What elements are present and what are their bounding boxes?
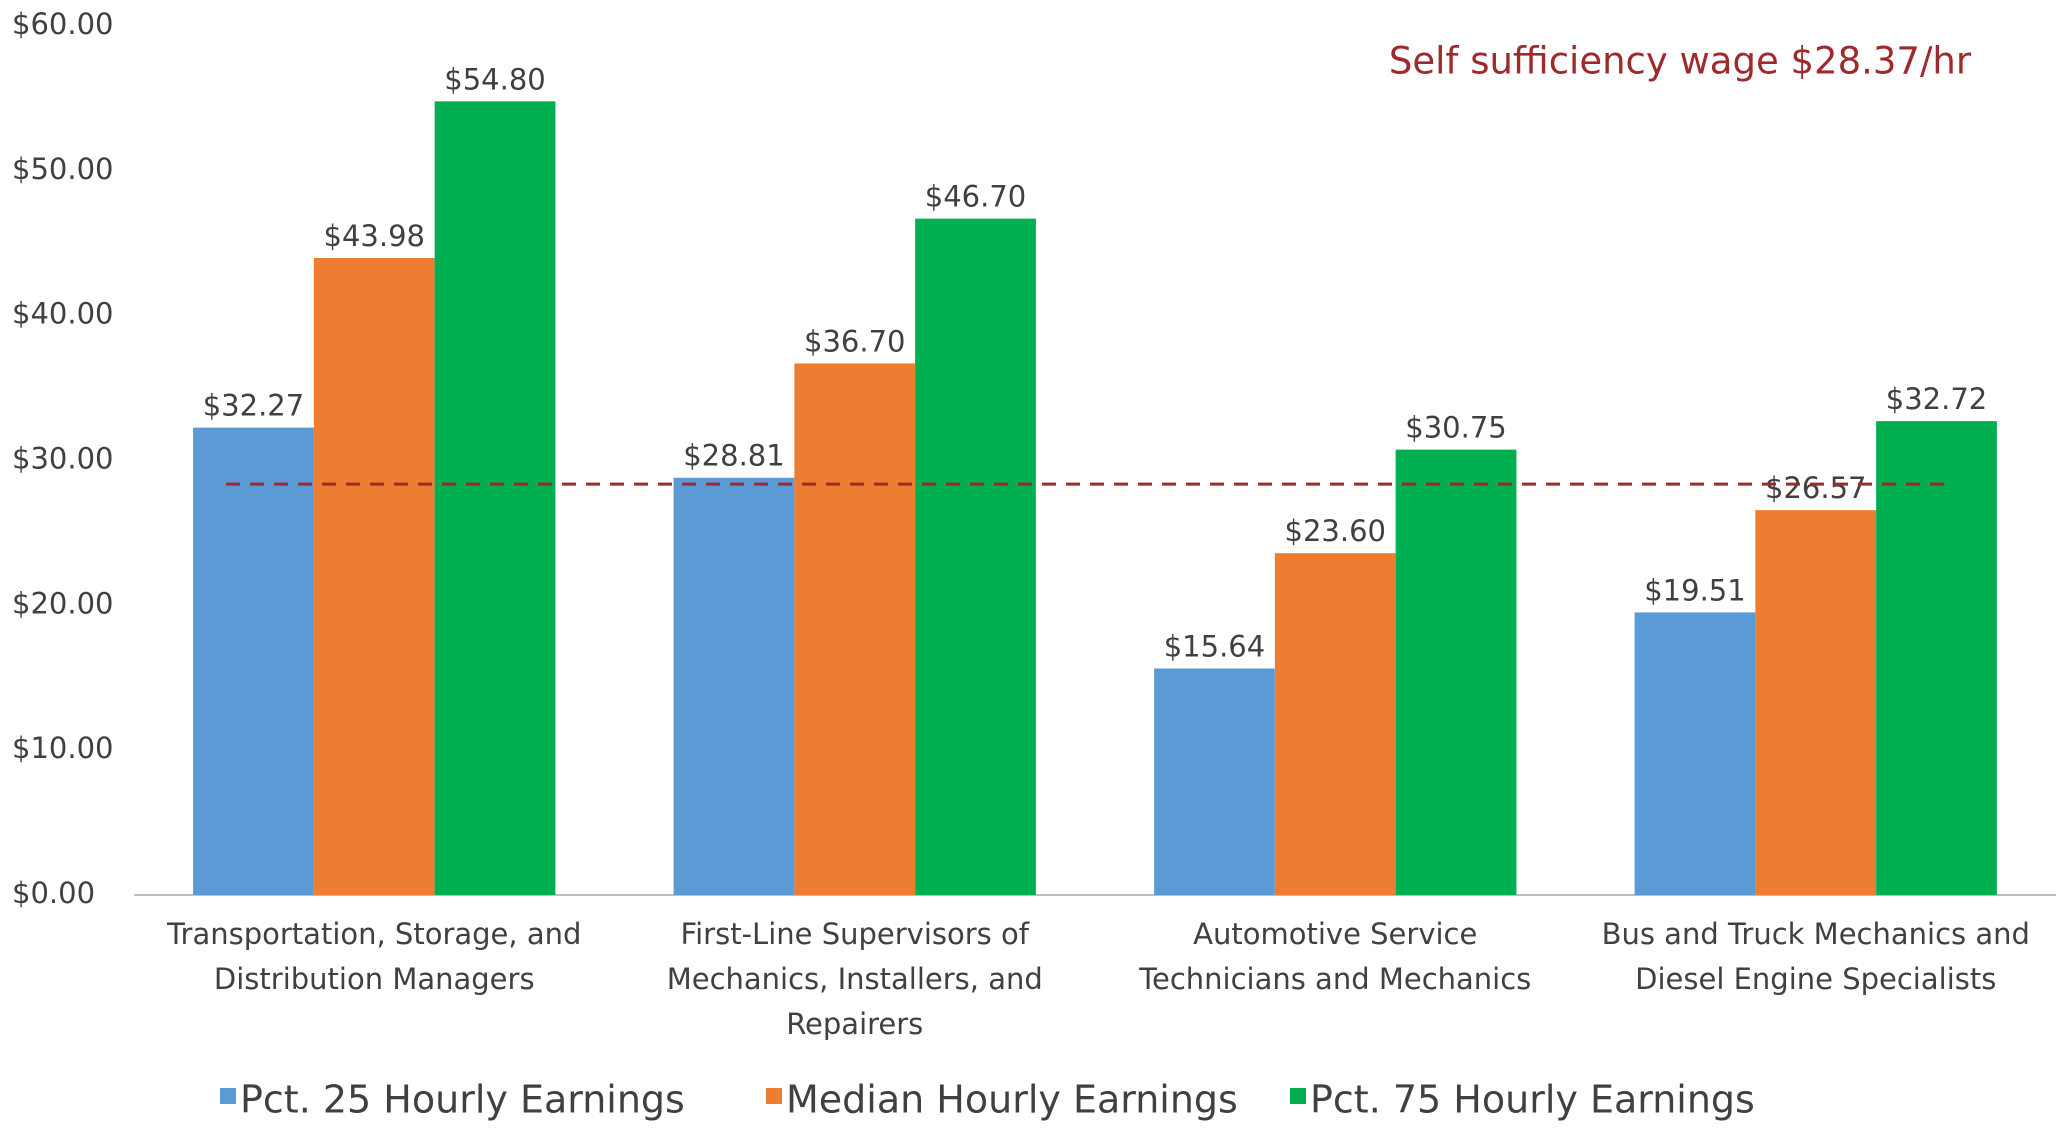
data-label: $26.57 <box>1765 471 1866 505</box>
y-tick-label: $10.00 <box>12 731 113 765</box>
legend-swatch <box>220 1088 236 1104</box>
data-label: $43.98 <box>324 219 425 253</box>
reference-label: Self sufficiency wage $28.37/hr <box>1389 40 1972 83</box>
x-tick-label: First-Line Supervisors of Mechanics, Ins… <box>666 917 1043 1041</box>
bar <box>794 363 916 895</box>
y-tick-label: $20.00 <box>12 586 113 620</box>
bar <box>434 101 556 895</box>
data-label: $19.51 <box>1644 573 1745 607</box>
y-tick-label: $50.00 <box>12 152 113 186</box>
bar <box>1154 668 1275 895</box>
data-label: $46.70 <box>925 180 1026 214</box>
data-label: $28.81 <box>683 439 784 473</box>
y-tick-label: $60.00 <box>12 7 113 41</box>
x-tick-label: Bus and Truck Mechanics and Diesel Engin… <box>1601 917 2030 996</box>
bar <box>1395 449 1517 895</box>
x-tick-label: Automotive Service Technicians and Mecha… <box>1139 917 1532 996</box>
legend-label: Pct. 25 Hourly Earnings <box>240 1078 685 1122</box>
legend-swatch <box>766 1088 782 1104</box>
data-label: $32.27 <box>203 389 304 423</box>
legend-label: Pct. 75 Hourly Earnings <box>1310 1078 1755 1122</box>
bar <box>915 218 1036 896</box>
bar <box>1755 510 1877 895</box>
y-tick-label: $40.00 <box>12 297 113 331</box>
legend-label: Median Hourly Earnings <box>786 1078 1238 1122</box>
bar <box>1876 421 1997 895</box>
y-tick-label: $30.00 <box>12 442 113 476</box>
bar <box>673 477 795 895</box>
x-tick-label: Transportation, Storage, and Distributio… <box>167 917 582 996</box>
y-tick-label: $0.00 <box>12 876 95 910</box>
data-label: $54.80 <box>444 62 545 96</box>
data-label: $23.60 <box>1285 514 1386 548</box>
data-label: $15.64 <box>1164 629 1265 663</box>
bar <box>193 427 314 895</box>
data-label: $32.72 <box>1886 382 1987 416</box>
bar <box>313 258 435 895</box>
bar <box>1274 553 1396 895</box>
bar <box>1634 612 1756 895</box>
data-label: $36.70 <box>804 324 905 358</box>
data-label: $30.75 <box>1405 411 1506 445</box>
legend-swatch <box>1290 1088 1306 1104</box>
